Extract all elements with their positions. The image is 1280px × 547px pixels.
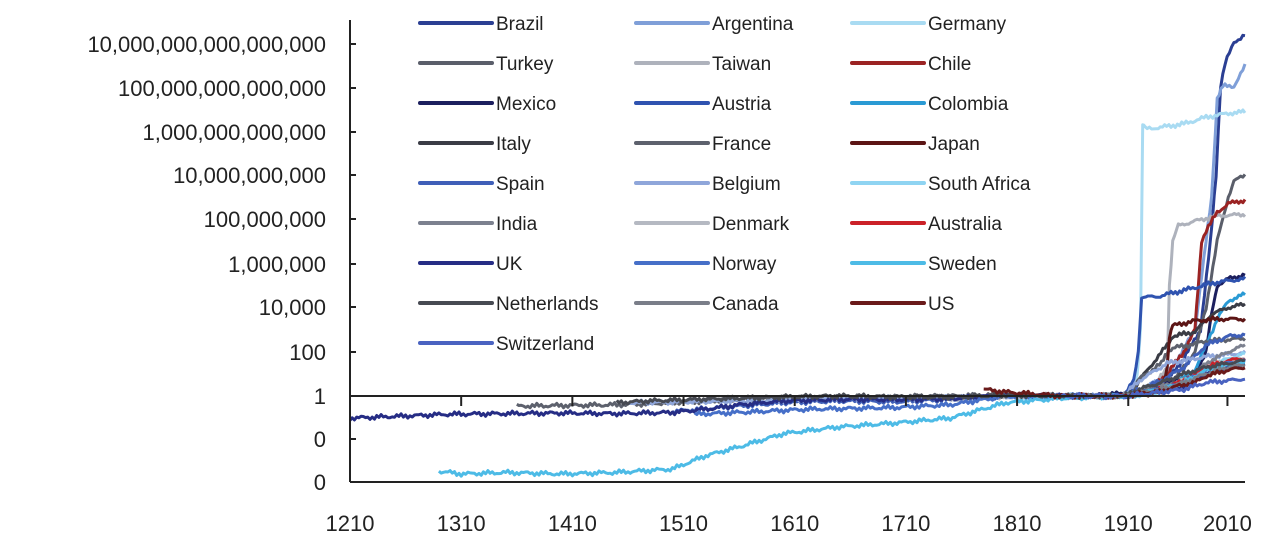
y-tick-label: 100,000,000 (204, 207, 326, 232)
legend-label: Italy (496, 134, 531, 155)
legend-label: Taiwan (712, 54, 771, 75)
legend-label: Switzerland (496, 334, 594, 355)
legend-label: US (928, 294, 954, 315)
y-tick-label: 10,000,000,000 (173, 163, 326, 188)
ticks: 0 0 1 100 10,000 1,000,000 100,000,000 10,000,0… (87, 32, 1251, 536)
x-tick-label: 1910 (1104, 511, 1153, 536)
legend-label: Australia (928, 214, 1002, 235)
y-tick-label: 100 (289, 340, 326, 365)
legend-label: Spain (496, 174, 545, 195)
y-tick-label: 1,000,000 (228, 252, 326, 277)
legend-label: Chile (928, 54, 971, 75)
legend: Brazil Argentina Germany Turkey Taiwan Chile M… (418, 14, 1031, 355)
x-tick-label: 1810 (993, 511, 1042, 536)
legend-label: Sweden (928, 254, 997, 275)
x-tick-label: 1210 (326, 511, 375, 536)
x-tick-label: 1710 (881, 511, 930, 536)
series-line-sweden (437, 360, 1246, 478)
y-tick-label: 100,000,000,000,000 (118, 76, 326, 101)
legend-label: Canada (712, 294, 779, 315)
legend-label: Argentina (712, 14, 794, 35)
legend-label: UK (496, 254, 523, 275)
legend-label: Germany (928, 14, 1007, 35)
y-tick-label: 10,000 (259, 295, 326, 320)
legend-label: Belgium (712, 174, 781, 195)
y-tick-label: 1 (314, 384, 326, 409)
legend-label: Japan (928, 134, 980, 155)
y-tick-label: 0 (314, 427, 326, 452)
series-line-netherlands (615, 358, 1246, 406)
y-tick-label: 1,000,000,000,000 (142, 120, 326, 145)
legend-label: Austria (712, 94, 772, 115)
legend-label: Colombia (928, 94, 1009, 115)
x-tick-label: 1410 (548, 511, 597, 536)
x-tick-label: 1310 (437, 511, 486, 536)
axes (349, 20, 1245, 483)
legend-label: South Africa (928, 174, 1031, 195)
y-tick-label: 0 (314, 470, 326, 495)
x-tick-label: 2010 (1203, 511, 1252, 536)
legend-label: Turkey (496, 54, 554, 75)
legend-label: India (496, 214, 538, 235)
legend-label: Denmark (712, 214, 790, 235)
legend-label: France (712, 134, 771, 155)
legend-label: Mexico (496, 94, 556, 115)
legend-label: Brazil (496, 14, 544, 35)
y-tick-label: 10,000,000,000,000,000 (87, 32, 326, 57)
legend-label: Norway (712, 254, 777, 275)
legend-label: Netherlands (496, 294, 598, 315)
x-tick-label: 1510 (659, 511, 708, 536)
x-tick-label: 1610 (770, 511, 819, 536)
